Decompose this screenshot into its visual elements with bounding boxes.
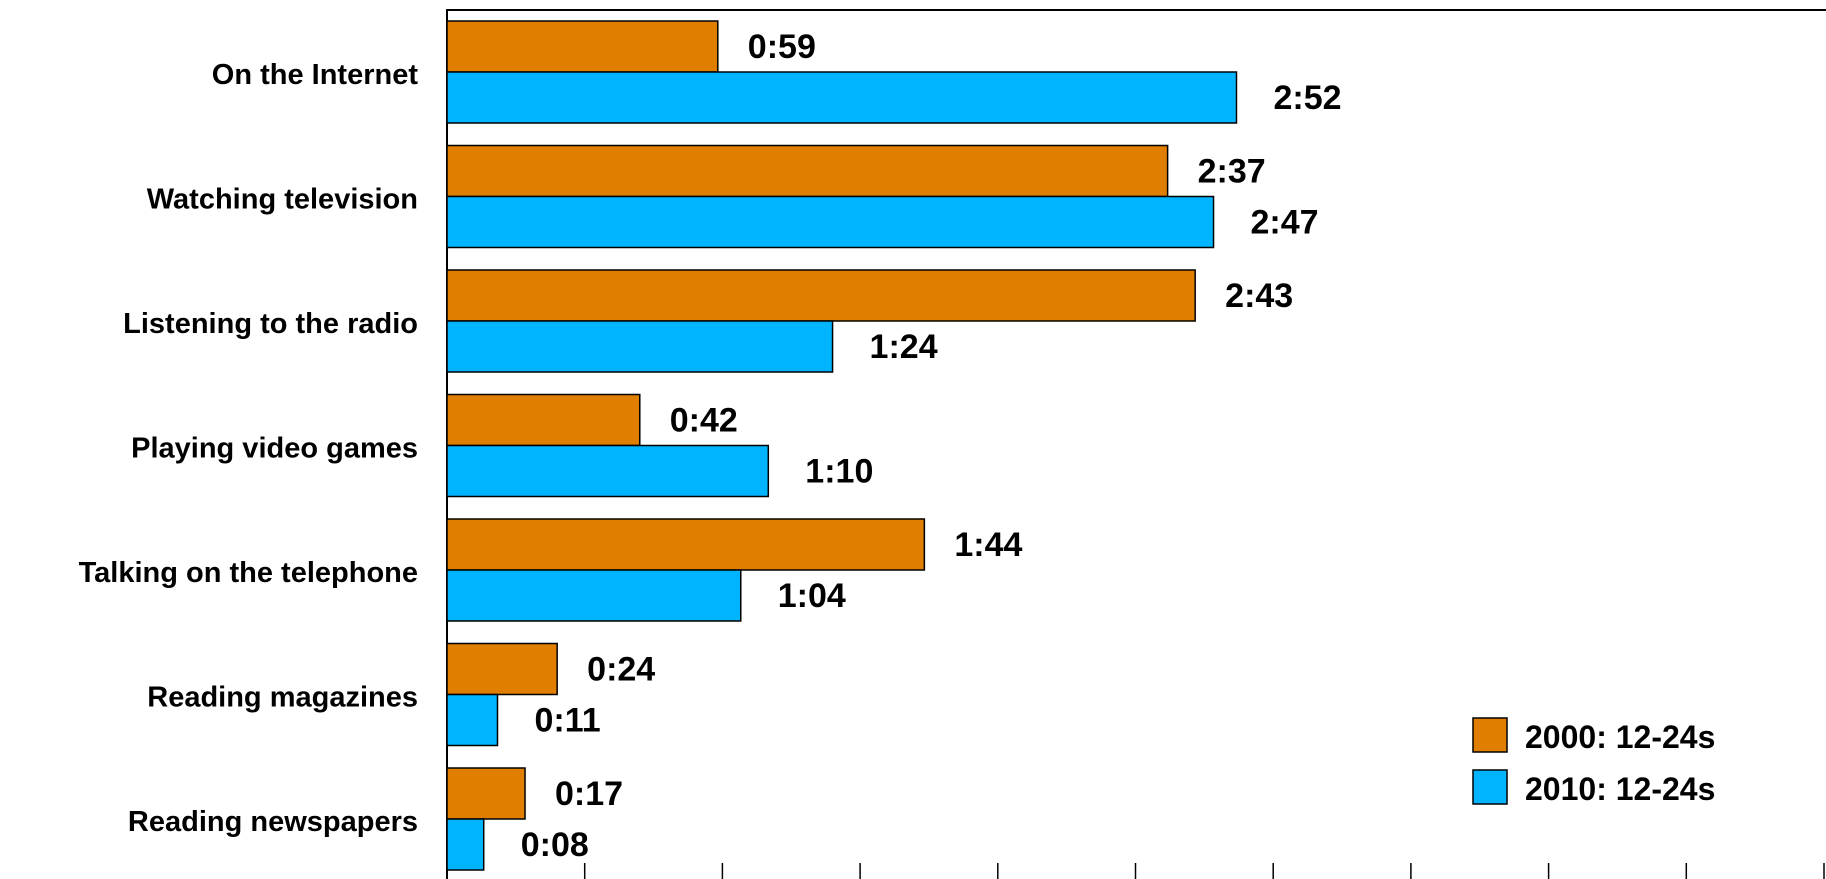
value-labels-layer: 0:59 2:522:37 2:47 2:43 1:24 0:42 1:10 1:44 1:04… xyxy=(521,28,1342,864)
legend-swatch xyxy=(1472,717,1508,753)
value-label: 2:52 xyxy=(1273,79,1341,117)
legend-label: 2010: 12-24s xyxy=(1525,771,1715,807)
category-label: Playing video games xyxy=(131,433,418,465)
value-label: 2:37 xyxy=(1198,153,1266,191)
value-label: 1:04 xyxy=(778,577,846,615)
legend-label: 2000: 12-24s xyxy=(1525,719,1715,755)
bar xyxy=(446,71,1238,124)
value-label: 2:43 xyxy=(1225,277,1293,315)
legend: 2000: 12-24s 2010: 12-24s xyxy=(1472,717,1715,807)
bar xyxy=(446,144,1169,198)
category-label: On the Internet xyxy=(212,59,419,91)
category-label: Listening to the radio xyxy=(123,308,418,340)
bar xyxy=(446,444,770,498)
bar xyxy=(446,569,742,622)
value-label: 1:10 xyxy=(805,453,873,491)
category-label: Talking on the telephone xyxy=(79,557,418,589)
value-label: 1:44 xyxy=(954,526,1022,564)
bar xyxy=(446,693,499,747)
bar xyxy=(446,642,558,696)
value-label: 0:24 xyxy=(587,651,655,689)
bar xyxy=(446,320,834,373)
category-label: Reading newspapers xyxy=(128,806,418,838)
bar xyxy=(446,393,641,447)
bar xyxy=(446,269,1196,322)
category-labels-layer: On the Internet Watching television Listen… xyxy=(79,59,419,838)
bar xyxy=(446,518,926,571)
bar xyxy=(446,195,1215,249)
bar xyxy=(446,818,485,871)
bar xyxy=(446,20,719,73)
x-axis-ticks xyxy=(583,863,1825,879)
value-label: 0:11 xyxy=(534,702,600,740)
value-label: 0:59 xyxy=(748,28,816,66)
value-label: 2:47 xyxy=(1251,204,1319,242)
value-label: 0:17 xyxy=(555,775,623,813)
bars-layer xyxy=(446,20,1238,871)
value-label: 0:42 xyxy=(670,402,738,440)
legend-swatch xyxy=(1472,769,1508,805)
value-label: 1:24 xyxy=(870,328,938,366)
category-label: Reading magazines xyxy=(147,682,418,714)
bar xyxy=(446,767,526,820)
category-label: Watching television xyxy=(147,184,418,216)
value-label: 0:08 xyxy=(521,826,589,864)
